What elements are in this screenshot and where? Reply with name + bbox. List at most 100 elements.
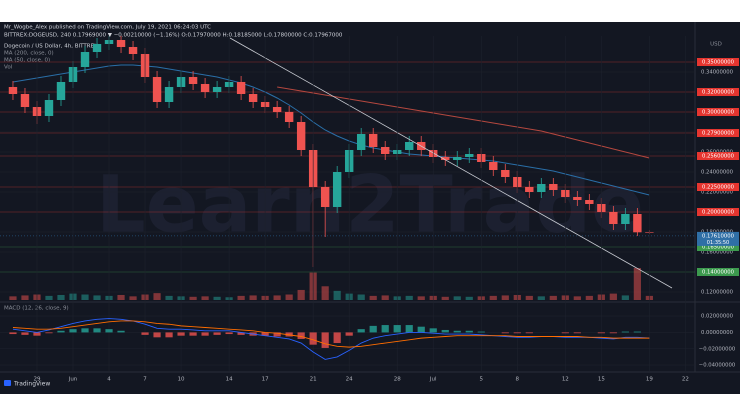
candle-body [212,87,222,92]
volume-bar [453,296,461,300]
histogram-bar [189,332,197,336]
volume-bar [321,286,329,300]
candle-body [609,212,618,224]
x-tick-label: 19 [646,377,653,383]
volume-bar [501,295,509,300]
y-tick-label: 0.00000000 [701,330,734,336]
volume-bar [297,289,305,300]
x-tick-label: 8 [516,377,520,383]
volume-bar [201,296,209,300]
histogram-bar [57,330,65,333]
volume-bar [9,296,17,300]
level-tag [697,88,739,96]
histogram-bar [69,329,77,333]
current-price-tag [697,231,739,246]
candle-body [537,184,546,192]
tradingview-logo [4,380,11,386]
level-label: 0.16500000 [702,245,735,251]
volume-bar [45,295,53,300]
volume-bar [237,295,245,300]
y-tick-label: −0.04000000 [699,363,736,369]
x-tick-label: 10 [178,377,185,383]
volume-bar [249,295,257,300]
candle-body [465,154,474,157]
level-tag [697,268,739,276]
level-label: 0.30000000 [702,110,735,116]
candle-body [573,197,582,200]
volume-bar [213,296,221,300]
histogram-bar [321,332,329,348]
candle-body [164,87,174,102]
candle-body [8,87,18,94]
histogram-bar [93,328,101,333]
legend-volume: Vol [4,65,13,71]
histogram-bar [333,332,341,344]
macd-legend: MACD (12, 26, close, 9) [4,306,69,312]
volume-bar [621,295,629,300]
x-tick-label: 29 [33,377,40,383]
histogram-bar [273,332,281,337]
candle-body [272,107,282,112]
level-tag [697,58,739,66]
candle-body [368,134,378,147]
volume-bar [417,296,425,300]
volume-bar [441,296,449,300]
x-tick-label: 5 [480,377,484,383]
candle-body [525,187,534,192]
histogram-bar [105,329,113,333]
volume-bar [573,296,581,300]
x-tick-label: 22 [682,377,689,383]
volume-bar [633,268,641,300]
volume-bar [129,296,137,300]
candle-body [116,40,126,47]
x-tick-label: 21 [310,377,317,383]
level-tag [697,152,739,160]
histogram-bar [633,331,641,333]
x-tick-label: Jul [429,377,437,383]
histogram-bar [261,332,269,336]
histogram-bar [201,332,209,336]
histogram-bar [609,332,617,334]
volume-bar [273,295,281,300]
plot-area [0,315,695,366]
volume-bar [153,293,161,300]
histogram-bar [621,331,629,333]
histogram-bar [381,325,389,333]
candle-body [128,47,138,54]
x-tick-label: 17 [262,377,269,383]
volume-bar [93,295,101,300]
candle-body [200,84,210,92]
histogram-bar [513,332,521,334]
footer-brand: TradingView [13,381,50,388]
histogram-bar [453,330,461,333]
current-price-label: 0.17610000 [702,233,735,239]
level-label: 0.22500000 [702,185,735,191]
histogram-bar [597,332,605,334]
level-label: 0.35000000 [702,60,735,66]
symbol-line: BITTREX:DOGEUSD, 240 0.17969000 ▼ −0.002… [4,33,343,39]
ma-line [12,64,650,196]
volume-bar [57,294,65,300]
y-tick-label: 0.24000000 [701,170,734,176]
y-tick-label: 0.22000000 [701,190,734,196]
candle-body [549,184,558,190]
x-tick-label: 24 [346,377,353,383]
candle-body [56,82,66,100]
candle-body [633,214,642,233]
volume-bar [405,295,413,300]
histogram-bar [393,325,401,333]
y-tick-label: 0.12000000 [701,290,734,296]
level-tag [697,183,739,191]
histogram-bar [153,332,161,338]
volume-bar [81,294,89,300]
volume-bar [381,295,389,300]
volume-bar [189,296,197,300]
legend-title: Dogecoin / US Dollar, 4h, BITTREX [4,44,98,50]
candle-body [621,214,630,224]
level-label: 0.32000000 [702,90,735,96]
candle-body [405,142,414,150]
watermark: Learn2Trade [96,160,644,250]
level-tag [697,108,739,116]
